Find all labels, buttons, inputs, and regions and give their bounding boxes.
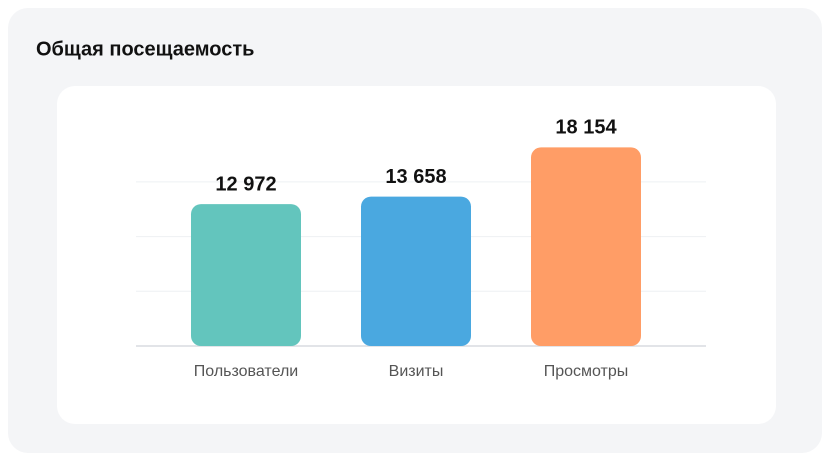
x-tick-label: Пользователи: [194, 363, 298, 380]
chart-title: Общая посещаемость: [36, 38, 254, 60]
value-label: 12 972: [215, 173, 276, 195]
bar: [191, 204, 301, 346]
bar: [531, 147, 641, 346]
value-label: 13 658: [385, 166, 446, 188]
x-tick-label: Просмотры: [544, 363, 629, 380]
value-label: 18 154: [555, 117, 617, 139]
x-tick-label: Визиты: [389, 363, 444, 380]
bar: [361, 196, 471, 346]
